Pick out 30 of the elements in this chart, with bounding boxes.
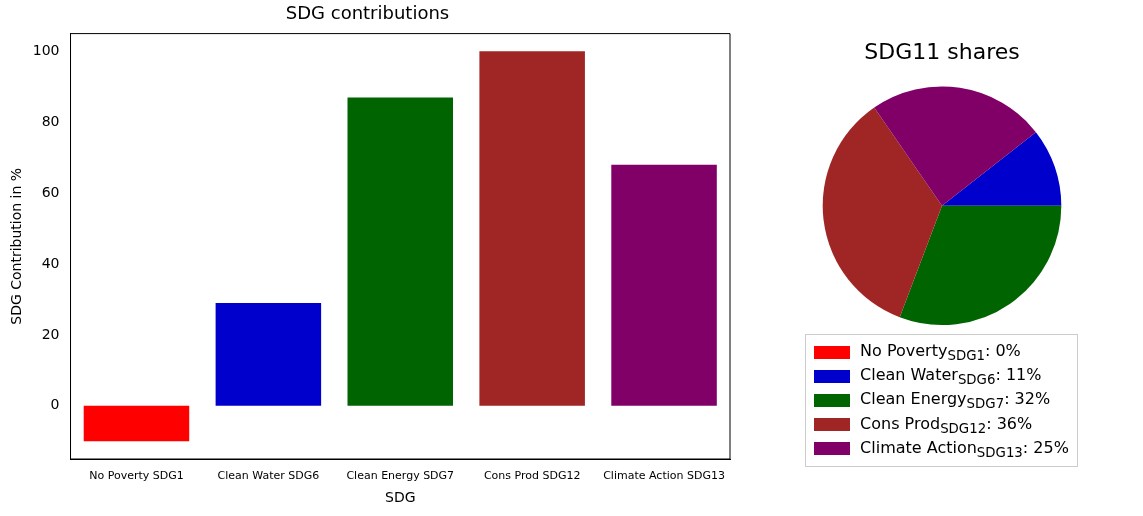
x-axis-title: SDG (385, 489, 416, 506)
bar (611, 164, 717, 406)
y-axis-title: SDG Contribution in % (8, 167, 25, 325)
legend-label: Clean Water$_{SDG6}$ (860, 365, 996, 388)
y-tick-label: 60 (41, 183, 60, 200)
bar (215, 303, 322, 406)
x-tick-label: Clean Water SDG6 (217, 469, 320, 483)
y-tick-label: 40 (41, 254, 60, 271)
y-tick-label: 100 (32, 41, 60, 58)
bar (347, 97, 454, 406)
y-tick-label: 0 (50, 396, 60, 413)
legend-label: Clean Energy$_{SDG7}$ (860, 389, 1005, 412)
data-label: : 11% (995, 365, 1042, 385)
legend-label: No Poverty$_{SDG1}$ (860, 341, 985, 364)
y-tick-label: 20 (41, 325, 60, 342)
chart-title: SDG contributions (285, 2, 450, 24)
data-label: : 32% (1004, 389, 1051, 409)
chart-title: SDG11 shares (863, 38, 1020, 64)
data-label: : 25% (1022, 437, 1069, 457)
x-tick-label: No Poverty SDG1 (89, 469, 184, 483)
x-tick-label: Climate Action SDG13 (603, 469, 725, 483)
legend-label: Climate Action$_{SDG13}$ (860, 437, 1023, 460)
x-tick-label: Cons Prod SDG12 (483, 469, 581, 483)
bar (83, 405, 190, 442)
bar (479, 51, 585, 406)
y-tick-label: 80 (41, 112, 60, 129)
x-tick-label: Clean Energy SDG7 (346, 469, 455, 483)
legend-label: Cons Prod$_{SDG12}$ (860, 413, 987, 436)
text: : 0% (984, 341, 1021, 360)
data-label: : 36% (986, 413, 1033, 433)
